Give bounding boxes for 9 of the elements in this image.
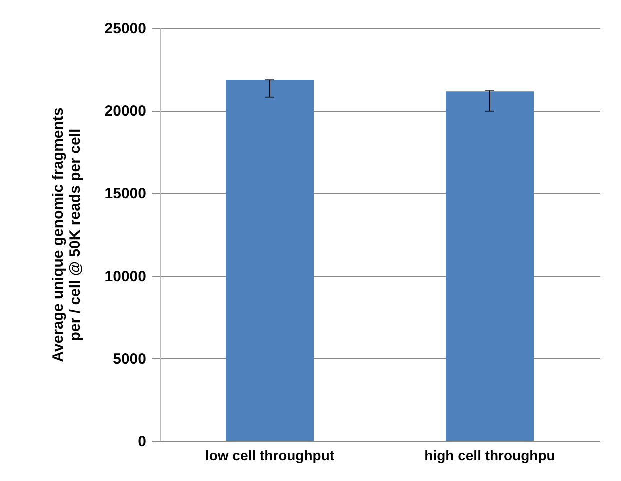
y-tick-label: 20000	[104, 103, 146, 120]
y-tick-label: 15000	[104, 186, 146, 203]
y-axis-title: Average unique genomic fragments per / cell @ 50K reads per cell	[50, 108, 84, 362]
y-tick-label: 5000	[113, 350, 146, 368]
y-tick-label: 25000	[104, 20, 146, 38]
x-tick-label: high cell throughpu	[424, 448, 556, 464]
y-tick-label: 10000	[104, 268, 146, 286]
x-tick-label: low cell throughput	[205, 448, 335, 464]
y-tick-label: 0	[138, 434, 146, 450]
